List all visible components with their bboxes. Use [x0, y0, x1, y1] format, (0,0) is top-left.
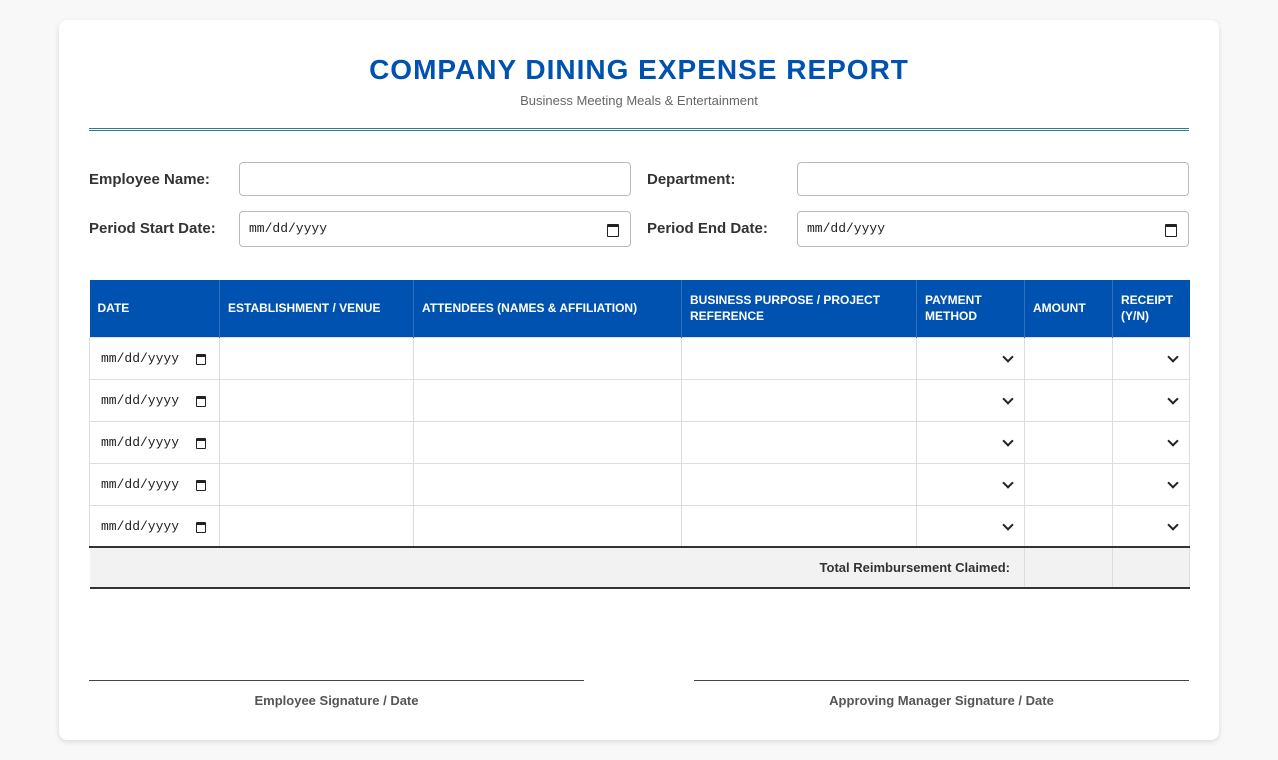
calendar-icon[interactable]	[196, 395, 206, 407]
chevron-down-icon	[1002, 350, 1014, 363]
chevron-down-icon	[1002, 476, 1014, 489]
period-start-label: Period Start Date:	[89, 220, 216, 237]
date-cell[interactable]: mm/dd/yyyy	[89, 504, 220, 548]
date-value: mm/dd/yyyy	[101, 350, 180, 366]
expense-table: DATE ESTABLISHMENT / VENUE ATTENDEES (NA…	[89, 280, 1190, 589]
attendees-cell[interactable]	[413, 378, 682, 422]
chevron-down-icon	[1002, 392, 1014, 405]
employee-signature-line	[89, 680, 584, 681]
chevron-down-icon	[1167, 392, 1179, 405]
receipt-select[interactable]	[1112, 378, 1190, 422]
calendar-icon[interactable]	[196, 521, 206, 533]
payment-method-select[interactable]	[916, 336, 1025, 380]
employee-info-form: Employee Name: Department: Period Start …	[89, 162, 1189, 267]
chevron-down-icon	[1167, 476, 1179, 489]
receipt-select[interactable]	[1112, 462, 1190, 506]
payment-method-select[interactable]	[916, 420, 1025, 464]
table-row: mm/dd/yyyy	[89, 462, 1190, 506]
total-row: Total Reimbursement Claimed:	[89, 546, 1190, 589]
period-start-date-input[interactable]: mm/dd/yyyy	[239, 211, 631, 247]
attendees-cell[interactable]	[413, 462, 682, 506]
date-cell[interactable]: mm/dd/yyyy	[89, 462, 220, 506]
date-cell[interactable]: mm/dd/yyyy	[89, 378, 220, 422]
department-input[interactable]	[797, 162, 1189, 196]
chevron-down-icon	[1002, 434, 1014, 447]
date-value: mm/dd/yyyy	[101, 434, 180, 450]
period-start-date-value: mm/dd/yyyy	[249, 221, 328, 236]
purpose-cell[interactable]	[681, 336, 917, 380]
purpose-cell[interactable]	[681, 462, 917, 506]
table-header-row: DATE ESTABLISHMENT / VENUE ATTENDEES (NA…	[89, 280, 1190, 337]
receipt-select[interactable]	[1112, 336, 1190, 380]
venue-cell[interactable]	[219, 336, 414, 380]
chevron-down-icon	[1167, 518, 1179, 531]
chevron-down-icon	[1167, 350, 1179, 363]
employee-name-input[interactable]	[239, 162, 631, 196]
calendar-icon[interactable]	[607, 224, 619, 237]
header-divider	[89, 128, 1189, 131]
total-blank-cell	[1112, 546, 1190, 589]
table-row: mm/dd/yyyy	[89, 420, 1190, 464]
calendar-icon[interactable]	[196, 479, 206, 491]
total-amount-cell	[1024, 546, 1113, 589]
venue-cell[interactable]	[219, 462, 414, 506]
payment-method-select[interactable]	[916, 378, 1025, 422]
date-value: mm/dd/yyyy	[101, 392, 180, 408]
employee-signature-label: Employee Signature / Date	[254, 693, 419, 708]
date-cell[interactable]: mm/dd/yyyy	[89, 336, 220, 380]
column-header-venue: ESTABLISHMENT / VENUE	[219, 280, 414, 337]
period-end-date-input[interactable]: mm/dd/yyyy	[797, 211, 1189, 247]
date-cell[interactable]: mm/dd/yyyy	[89, 420, 220, 464]
column-header-payment-method: PAYMENT METHOD	[916, 280, 1025, 337]
calendar-icon[interactable]	[1165, 224, 1177, 237]
calendar-icon[interactable]	[196, 353, 206, 365]
manager-signature-line	[694, 680, 1189, 681]
column-header-date: DATE	[89, 280, 220, 337]
purpose-cell[interactable]	[681, 420, 917, 464]
receipt-select[interactable]	[1112, 504, 1190, 548]
period-end-label: Period End Date:	[647, 220, 768, 237]
total-label: Total Reimbursement Claimed:	[89, 546, 1025, 589]
department-label: Department:	[647, 171, 736, 188]
venue-cell[interactable]	[219, 504, 414, 548]
receipt-select[interactable]	[1112, 420, 1190, 464]
table-row: mm/dd/yyyy	[89, 336, 1190, 380]
column-header-receipt: RECEIPT (Y/N)	[1112, 280, 1190, 337]
chevron-down-icon	[1167, 434, 1179, 447]
amount-cell[interactable]	[1024, 420, 1113, 464]
page-subtitle: Business Meeting Meals & Entertainment	[520, 93, 758, 108]
purpose-cell[interactable]	[681, 378, 917, 422]
payment-method-select[interactable]	[916, 462, 1025, 506]
attendees-cell[interactable]	[413, 504, 682, 548]
calendar-icon[interactable]	[196, 437, 206, 449]
amount-cell[interactable]	[1024, 462, 1113, 506]
venue-cell[interactable]	[219, 378, 414, 422]
date-value: mm/dd/yyyy	[101, 476, 180, 492]
payment-method-select[interactable]	[916, 504, 1025, 548]
attendees-cell[interactable]	[413, 420, 682, 464]
column-header-attendees: ATTENDEES (NAMES & AFFILIATION)	[413, 280, 682, 337]
manager-signature-label: Approving Manager Signature / Date	[829, 693, 1054, 708]
page-title: COMPANY DINING EXPENSE REPORT	[369, 54, 909, 85]
chevron-down-icon	[1002, 518, 1014, 531]
period-end-date-value: mm/dd/yyyy	[807, 221, 886, 236]
column-header-amount: AMOUNT	[1024, 280, 1113, 337]
table-row: mm/dd/yyyy	[89, 504, 1190, 548]
table-row: mm/dd/yyyy	[89, 378, 1190, 422]
expense-report-card: COMPANY DINING EXPENSE REPORT Business M…	[59, 20, 1219, 740]
amount-cell[interactable]	[1024, 336, 1113, 380]
date-value: mm/dd/yyyy	[101, 518, 180, 534]
amount-cell[interactable]	[1024, 378, 1113, 422]
venue-cell[interactable]	[219, 420, 414, 464]
amount-cell[interactable]	[1024, 504, 1113, 548]
column-header-purpose: BUSINESS PURPOSE / PROJECT REFERENCE	[681, 280, 917, 337]
purpose-cell[interactable]	[681, 504, 917, 548]
employee-name-label: Employee Name:	[89, 171, 210, 188]
attendees-cell[interactable]	[413, 336, 682, 380]
